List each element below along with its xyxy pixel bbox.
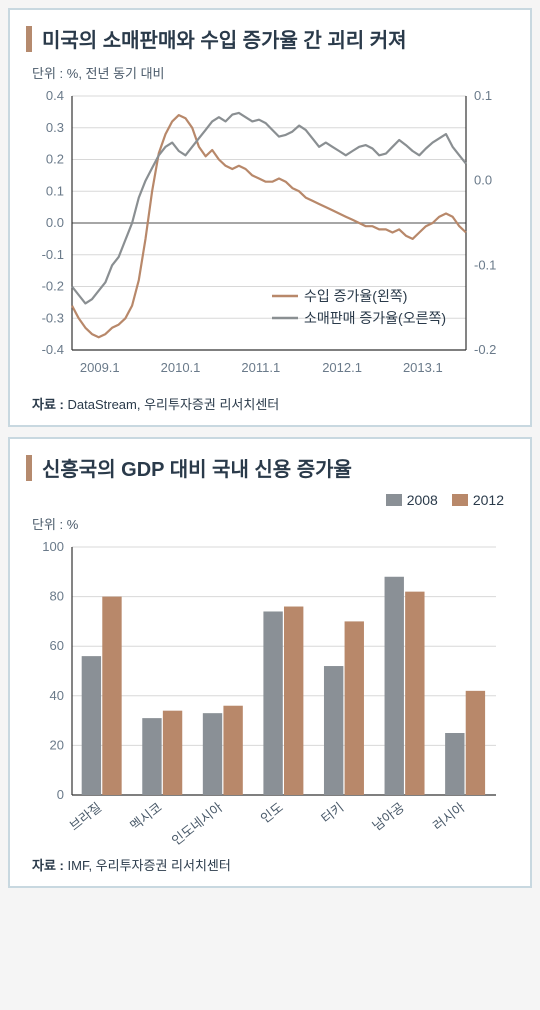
svg-text:0.2: 0.2 — [46, 152, 64, 167]
svg-text:-0.3: -0.3 — [42, 310, 64, 325]
svg-text:-0.2: -0.2 — [474, 342, 496, 357]
svg-text:소매판매 증가율(오른쪽): 소매판매 증가율(오른쪽) — [304, 310, 446, 326]
svg-text:0.0: 0.0 — [46, 215, 64, 230]
svg-text:브라질: 브라질 — [67, 800, 105, 834]
svg-text:러시아: 러시아 — [430, 800, 468, 834]
chart2-legend: 2008 2012 — [26, 492, 514, 508]
title-accent-bar — [26, 455, 32, 481]
legend-swatch — [452, 494, 468, 506]
chart1-title: 미국의 소매판매와 수입 증가율 간 괴리 커져 — [42, 24, 407, 53]
chart1-area: -0.4 -0.3 -0.2 -0.1 0.0 0.1 0.2 0.3 0.4 -0.2 -0.1 0… — [26, 86, 514, 386]
chart2-area: 0 20 40 60 80 100 브라질 멕시코인도네시아 인도 터키 남아공 러시아 — [26, 537, 514, 847]
source-label: 자료 : — [32, 397, 64, 412]
source-label: 자료 : — [32, 858, 64, 873]
svg-text:20: 20 — [50, 737, 64, 752]
svg-text:인도네시아: 인도네시아 — [169, 800, 225, 847]
legend-label: 2012 — [473, 492, 504, 508]
svg-text:2011.1: 2011.1 — [241, 360, 280, 375]
legend-item: 2008 — [386, 492, 438, 508]
svg-text:0.4: 0.4 — [46, 88, 64, 103]
chart1-title-row: 미국의 소매판매와 수입 증가율 간 괴리 커져 — [26, 24, 514, 53]
svg-text:0.3: 0.3 — [46, 120, 64, 135]
svg-text:0.1: 0.1 — [474, 88, 492, 103]
chart2-svg: 0 20 40 60 80 100 브라질 멕시코인도네시아 인도 터키 남아공 러시아 — [26, 537, 512, 847]
svg-text:2013.1: 2013.1 — [403, 360, 443, 375]
legend-swatch — [386, 494, 402, 506]
chart2-title-row: 신흥국의 GDP 대비 국내 신용 증가율 — [26, 453, 514, 482]
svg-text:-0.4: -0.4 — [42, 342, 64, 357]
chart1-svg: -0.4 -0.3 -0.2 -0.1 0.0 0.1 0.2 0.3 0.4 -0.2 -0.1 0… — [26, 86, 512, 386]
svg-text:수입 증가율(왼쪽): 수입 증가율(왼쪽) — [304, 288, 407, 304]
chart1-source: 자료 : DataStream, 우리투자증권 리서치센터 — [26, 394, 514, 413]
svg-text:-0.1: -0.1 — [42, 247, 64, 262]
chart2-unit: 단위 : % — [26, 514, 514, 533]
chart1-unit: 단위 : %, 전년 동기 대비 — [26, 63, 514, 82]
legend-label: 2008 — [407, 492, 438, 508]
legend-item: 2012 — [452, 492, 504, 508]
svg-text:인도: 인도 — [258, 800, 286, 827]
svg-text:100: 100 — [42, 539, 64, 554]
chart2-panel: 신흥국의 GDP 대비 국내 신용 증가율 2008 2012 단위 : % 0 2… — [8, 437, 532, 888]
svg-text:40: 40 — [50, 688, 64, 703]
source-text: IMF, 우리투자증권 리서치센터 — [68, 858, 231, 873]
source-text: DataStream, 우리투자증권 리서치센터 — [68, 397, 280, 412]
svg-text:남아공: 남아공 — [369, 800, 407, 834]
svg-text:60: 60 — [50, 638, 64, 653]
svg-text:0: 0 — [57, 787, 64, 802]
svg-text:2010.1: 2010.1 — [161, 360, 201, 375]
svg-text:0.0: 0.0 — [474, 173, 492, 188]
svg-text:2009.1: 2009.1 — [80, 360, 120, 375]
chart2-source: 자료 : IMF, 우리투자증권 리서치센터 — [26, 855, 514, 874]
title-accent-bar — [26, 26, 32, 52]
svg-text:멕시코: 멕시코 — [127, 800, 165, 834]
svg-text:-0.2: -0.2 — [42, 279, 64, 294]
chart1-panel: 미국의 소매판매와 수입 증가율 간 괴리 커져 단위 : %, 전년 동기 대… — [8, 8, 532, 427]
svg-text:-0.1: -0.1 — [474, 257, 496, 272]
svg-text:80: 80 — [50, 589, 64, 604]
chart2-title: 신흥국의 GDP 대비 국내 신용 증가율 — [42, 453, 352, 482]
svg-text:2012.1: 2012.1 — [322, 360, 362, 375]
svg-text:0.1: 0.1 — [46, 183, 64, 198]
svg-text:터키: 터키 — [318, 800, 346, 827]
